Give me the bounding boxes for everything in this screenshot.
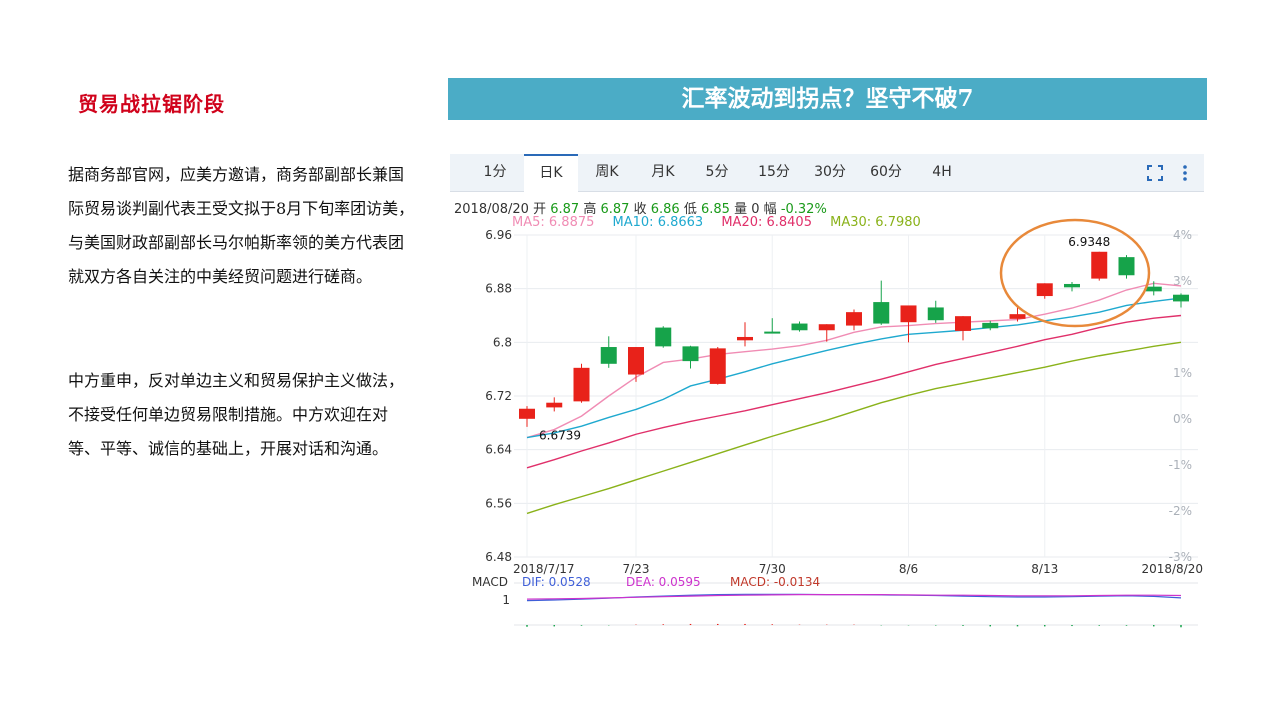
ma30-line <box>526 341 1182 515</box>
tab-1min[interactable]: 1分 <box>483 164 507 180</box>
candle-body <box>573 367 590 402</box>
candle-body <box>982 322 999 329</box>
ma5-line <box>526 282 1182 439</box>
candle-body <box>1145 286 1162 292</box>
candle-body <box>628 347 644 375</box>
candle-body <box>655 327 672 347</box>
x-tick-label: 2018/7/17 <box>513 562 575 576</box>
y-tick-label: 6.64 <box>485 443 512 457</box>
y-tick-label: 6.8 <box>493 335 512 349</box>
paragraph-position: 中方重申，反对单边主义和贸易保护主义做法，不接受任何单边贸易限制措施。中方欢迎在… <box>68 371 405 458</box>
candle-body <box>791 323 808 331</box>
tab-60min[interactable]: 60分 <box>870 164 902 180</box>
candle-body <box>519 408 535 419</box>
pct-tick-label: -3% <box>1169 550 1192 564</box>
candle-body <box>1036 283 1053 297</box>
y-tick-label: 6.56 <box>485 496 512 510</box>
candlestick-chart: 6.96 6.88 6.8 6.72 6.64 6.56 6.48 4% 3% 1% 0% -1% -2… <box>472 218 1203 628</box>
min-annotation: 6.6739 <box>539 429 581 443</box>
candle-body <box>1173 294 1189 302</box>
candle-body <box>927 307 944 321</box>
highlight-circle <box>999 218 1151 328</box>
y-tick-label: 6.88 <box>485 282 512 296</box>
candle-body <box>1091 251 1108 279</box>
period-tab-bar: 1分 日K 周K 月K 5分 15分 30分 60分 4H <box>450 154 1204 192</box>
info-close-label: 收 <box>633 202 647 217</box>
info-high: 6.87 <box>600 202 630 217</box>
y-tick-label: 6.72 <box>485 389 512 403</box>
info-volume-label: 量 <box>734 202 748 217</box>
pct-tick-label: 4% <box>1173 228 1192 242</box>
info-change: -0.32% <box>780 202 827 217</box>
macd-axis-tick: 1 <box>502 593 510 607</box>
ma10-line <box>526 297 1182 439</box>
x-tick-label: 7/23 <box>623 562 650 576</box>
macd-dif-label: DIF: 0.0528 <box>522 575 591 589</box>
section-title: 贸易战拉锯阶段 <box>78 92 225 116</box>
pct-tick-label: -2% <box>1169 504 1192 518</box>
slide-banner-title: 汇率波动到拐点？坚守不破7 <box>448 78 1207 120</box>
ma20-line <box>526 314 1182 469</box>
info-low-label: 低 <box>683 202 697 217</box>
info-low: 6.85 <box>700 202 730 217</box>
candle-body <box>600 347 617 364</box>
candle-body <box>546 402 563 408</box>
x-tick-label: 8/6 <box>899 562 918 576</box>
info-open: 6.87 <box>550 202 580 217</box>
kline-chart-panel: 1分 日K 周K 月K 5分 15分 30分 60分 4H 2018/08/20… <box>450 152 1204 632</box>
x-tick-label: 8/13 <box>1031 562 1058 576</box>
tab-daily[interactable]: 日K <box>524 154 578 192</box>
paragraph-negotiation: 据商务部官网，应美方邀请，商务部副部长兼国际贸易谈判副代表王受文拟于8月下旬率团… <box>68 165 415 286</box>
info-change-label: 幅 <box>763 202 777 217</box>
ma30-legend: MA30: 6.7980 <box>830 215 921 230</box>
candle-body <box>818 324 835 331</box>
candle-body <box>682 346 699 362</box>
macd-dea-label: DEA: 0.0595 <box>626 575 701 589</box>
pct-tick-label: 1% <box>1173 366 1192 380</box>
y-tick-label: 6.48 <box>485 550 512 564</box>
info-volume: 0 <box>751 202 760 217</box>
ma20-legend: MA20: 6.8405 <box>721 215 812 230</box>
fullscreen-icon[interactable] <box>1147 165 1163 181</box>
tab-weekly[interactable]: 周K <box>595 164 619 180</box>
tab-15min[interactable]: 15分 <box>758 164 790 180</box>
tab-4h[interactable]: 4H <box>932 164 952 180</box>
tab-30min[interactable]: 30分 <box>814 164 846 180</box>
macd-value-label: MACD: -0.0134 <box>730 575 820 589</box>
tab-5min[interactable]: 5分 <box>705 164 729 180</box>
ma10-legend: MA10: 6.8663 <box>612 215 704 230</box>
macd-label: MACD <box>472 575 508 589</box>
info-high-label: 高 <box>583 202 597 217</box>
ma-legend: MA5: 6.8875 MA10: 6.8663 MA20: 6.8405 MA… <box>512 215 935 230</box>
y-tick-label: 6.96 <box>485 228 512 242</box>
x-tick-label: 2018/8/20 <box>1141 562 1203 576</box>
candle-body <box>955 316 971 331</box>
info-open-label: 开 <box>533 202 547 217</box>
ohlc-info-line: 2018/08/20 开 6.87 高 6.87 收 6.86 低 6.85 量… <box>454 198 827 217</box>
candle-body <box>900 305 917 323</box>
candle-body <box>764 331 781 334</box>
pct-tick-label: 3% <box>1173 274 1192 288</box>
more-vertical-icon[interactable] <box>1178 163 1192 183</box>
ma5-legend: MA5: 6.8875 <box>512 215 595 230</box>
max-annotation: 6.9348 <box>1068 235 1110 249</box>
pct-tick-label: -1% <box>1169 458 1192 472</box>
candle-body <box>1009 314 1026 319</box>
candle-body <box>709 348 726 384</box>
info-date: 2018/08/20 <box>454 202 529 217</box>
candle-body <box>846 312 862 326</box>
x-tick-label: 7/30 <box>759 562 786 576</box>
candle-body <box>737 336 753 341</box>
candle-body <box>1064 283 1080 288</box>
candle-body <box>1118 257 1135 276</box>
candle-body <box>873 302 890 324</box>
tab-monthly[interactable]: 月K <box>651 164 675 180</box>
macd-dea-line <box>526 594 1182 600</box>
info-close: 6.86 <box>650 202 680 217</box>
pct-tick-label: 0% <box>1173 412 1192 426</box>
